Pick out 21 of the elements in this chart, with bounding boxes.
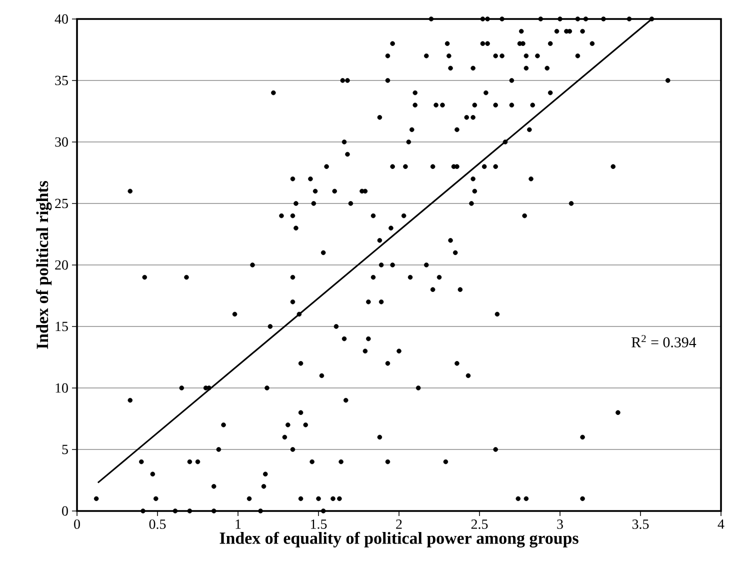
y-tick-label: 15 xyxy=(56,322,68,332)
x-tick-label: 3.5 xyxy=(632,520,649,529)
x-tick-label: 0.5 xyxy=(149,520,166,529)
x-tick-label: 3 xyxy=(557,520,563,529)
x-tick-label: 0 xyxy=(74,520,80,529)
x-tick-label: 2.5 xyxy=(471,520,488,529)
x-tick-label: 4 xyxy=(718,520,724,529)
y-tick-label: 20 xyxy=(55,260,68,270)
x-tick-label: 1.5 xyxy=(311,519,327,529)
y-tick-label: 40 xyxy=(54,14,68,24)
x-axis-title: Index of equality of political power among groups xyxy=(220,532,578,548)
x-tick-label: 1 xyxy=(236,519,241,529)
y-tick-label: 25 xyxy=(55,198,68,208)
y-tick-label: 35 xyxy=(55,76,68,86)
y-axis-title: Index of political rights xyxy=(36,180,52,349)
x-tick-label: 2 xyxy=(396,520,402,529)
y-tick-label: 0 xyxy=(62,506,68,516)
y-tick-label: 30 xyxy=(55,137,68,147)
y-tick-label: 5 xyxy=(62,444,68,454)
y-tick-label: 10 xyxy=(56,383,68,393)
annotation: R$^{2}$ = 0.394 xyxy=(632,335,696,348)
